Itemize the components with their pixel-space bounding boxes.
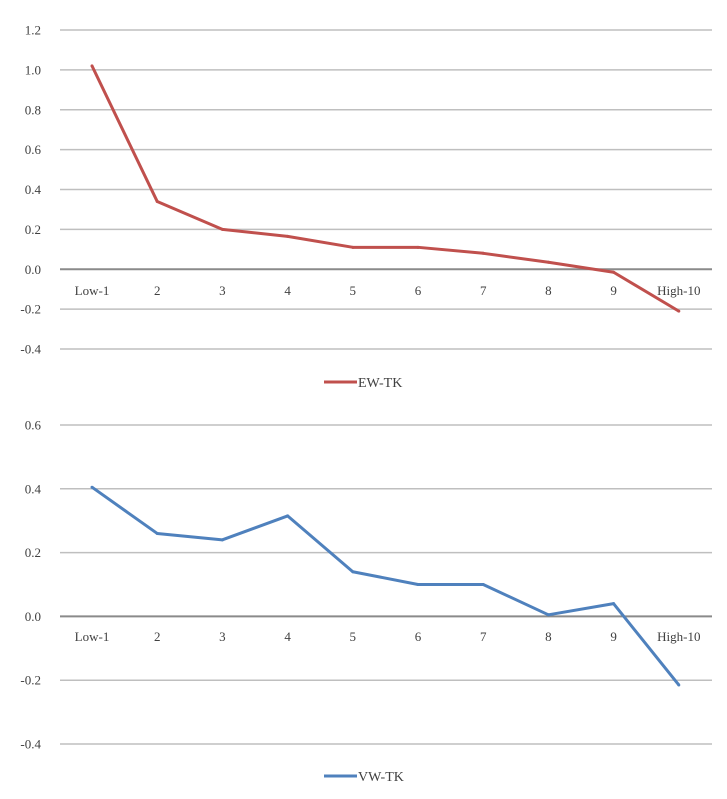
y-tick-label: 0.0 bbox=[25, 609, 41, 624]
x-tick-label: 2 bbox=[154, 629, 161, 644]
legend-label: VW-TK bbox=[358, 770, 404, 785]
x-tick-label: 9 bbox=[610, 629, 617, 644]
y-tick-label: 0.6 bbox=[25, 142, 42, 157]
data-point bbox=[612, 602, 616, 606]
data-point bbox=[351, 570, 355, 574]
x-tick-label: Low-1 bbox=[75, 283, 110, 298]
x-tick-label: 6 bbox=[415, 283, 422, 298]
x-tick-label: 4 bbox=[284, 629, 291, 644]
data-point bbox=[546, 613, 550, 617]
data-point bbox=[677, 683, 681, 687]
x-tick-label: 3 bbox=[219, 283, 226, 298]
data-point bbox=[546, 260, 550, 264]
series-line-ew-tk bbox=[90, 65, 680, 313]
x-tick-label: 2 bbox=[154, 283, 161, 298]
legend: EW-TK bbox=[324, 376, 402, 391]
x-tick-label: 7 bbox=[480, 629, 487, 644]
x-tick-label: 6 bbox=[415, 629, 422, 644]
series-line-vw-tk bbox=[91, 485, 680, 686]
y-tick-label: 1.2 bbox=[25, 23, 41, 38]
data-point bbox=[90, 64, 94, 68]
y-tick-label: 0.2 bbox=[25, 222, 41, 237]
x-tick-label: 8 bbox=[545, 629, 552, 644]
x-tick-label: High-10 bbox=[657, 629, 700, 644]
chart-panel-2: 0.6 0.4 0.2 0.0 -0.2 -0.4 Low-1 2 3 4 5 6 7 8 9 High-10… bbox=[20, 418, 712, 785]
y-tick-label: -0.4 bbox=[20, 342, 41, 357]
y-tick-label: 0.6 bbox=[25, 418, 42, 433]
data-point bbox=[220, 227, 224, 231]
x-tick-label: Low-1 bbox=[75, 629, 110, 644]
data-point bbox=[286, 514, 290, 518]
data-point bbox=[416, 245, 420, 249]
x-tick-label: 7 bbox=[480, 283, 487, 298]
legend: VW-TK bbox=[324, 770, 404, 785]
data-point bbox=[416, 583, 420, 586]
legend-label: EW-TK bbox=[358, 376, 402, 391]
data-point bbox=[286, 234, 290, 238]
y-tick-label: 0.4 bbox=[25, 481, 42, 496]
x-tick-label: 5 bbox=[350, 283, 357, 298]
y-tick-label: 0.8 bbox=[25, 102, 41, 117]
data-point bbox=[155, 531, 159, 535]
data-point bbox=[90, 485, 94, 489]
y-tick-label: 0.2 bbox=[25, 545, 41, 560]
x-tick-label: 3 bbox=[219, 629, 226, 644]
data-point bbox=[351, 245, 355, 249]
y-tick-label: -0.2 bbox=[20, 673, 41, 688]
x-tick-label: 8 bbox=[545, 283, 552, 298]
data-point bbox=[481, 251, 485, 255]
y-tick-label: 1.0 bbox=[25, 62, 41, 77]
y-tick-label: -0.2 bbox=[20, 302, 41, 317]
y-tick-label: 0.0 bbox=[25, 262, 41, 277]
data-point bbox=[612, 270, 616, 274]
data-point bbox=[481, 583, 485, 586]
x-tick-label: 4 bbox=[284, 283, 291, 298]
y-tick-label: -0.4 bbox=[20, 737, 41, 752]
x-tick-label: 9 bbox=[610, 283, 617, 298]
chart-panel-1: 1.2 1.0 0.8 0.6 0.4 0.2 0.0 -0.2 -0.4 Low-1 2 3 4 5 6 7… bbox=[20, 23, 712, 391]
data-point bbox=[677, 309, 681, 313]
y-tick-label: 0.4 bbox=[25, 182, 42, 197]
x-tick-label: 5 bbox=[350, 629, 357, 644]
data-point bbox=[155, 199, 159, 203]
data-point bbox=[220, 538, 224, 542]
x-tick-label: High-10 bbox=[657, 283, 700, 298]
